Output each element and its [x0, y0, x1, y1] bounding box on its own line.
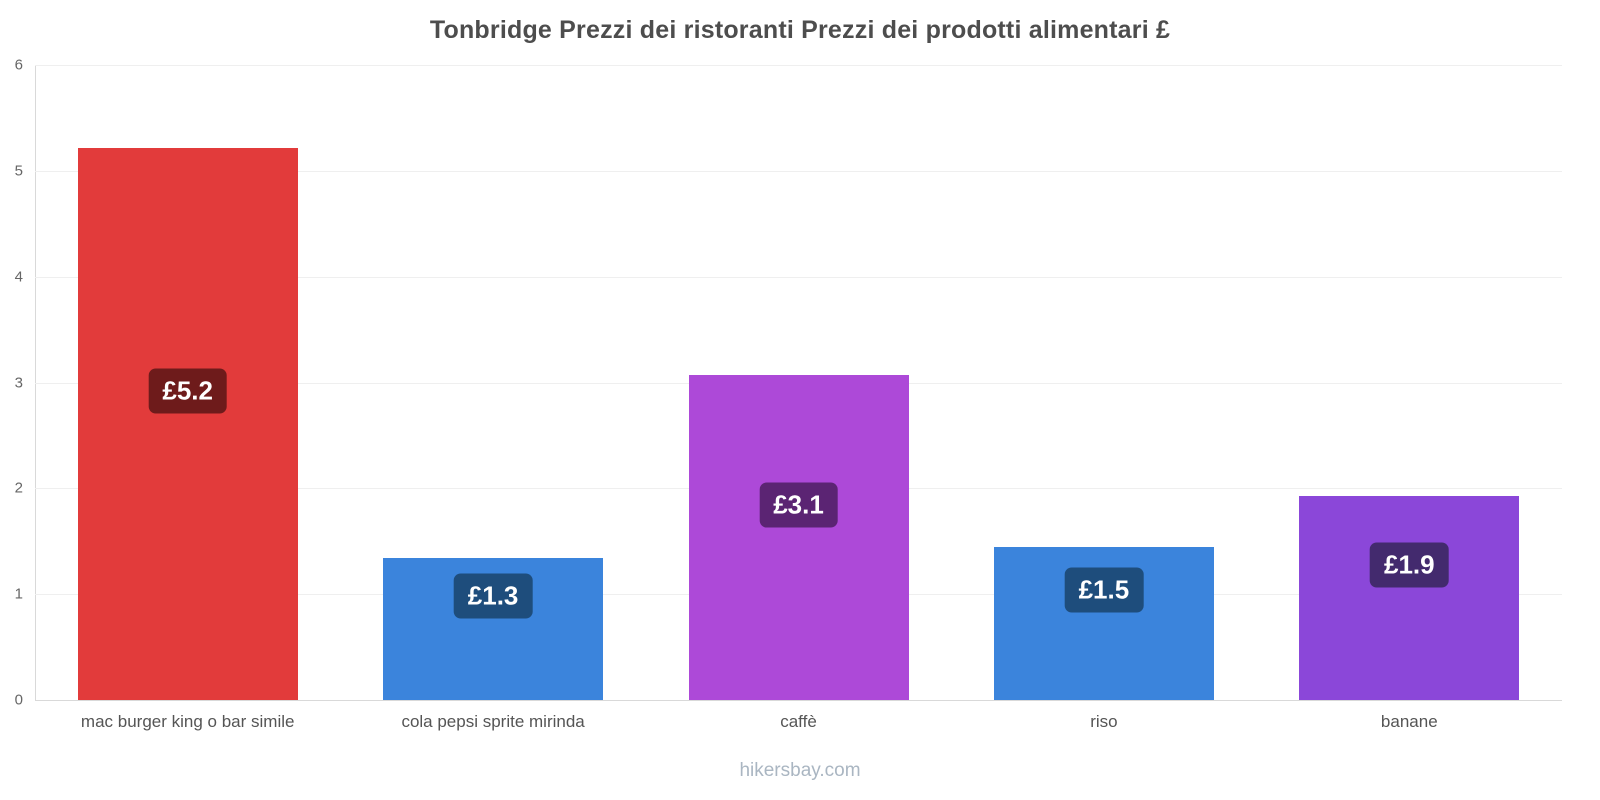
y-tick-label: 0	[14, 691, 23, 709]
bar-4: £1.5	[993, 546, 1214, 700]
bar-value-badge: £5.2	[148, 368, 227, 414]
y-tick-label: 3	[14, 374, 23, 391]
gridline	[35, 276, 1562, 278]
y-tick-label: 5	[14, 162, 23, 180]
bar-5: £1.9	[1299, 495, 1520, 700]
x-axis-label: banane	[1380, 712, 1438, 731]
gridline	[35, 170, 1562, 172]
footer-link[interactable]: hikersbay.com	[739, 760, 861, 781]
y-tick-label: 2	[14, 479, 23, 497]
bar-value-badge: £1.3	[453, 573, 533, 619]
x-axis-label: riso	[1090, 712, 1118, 731]
y-tick-label: 6	[14, 56, 23, 74]
x-axis-label: cola pepsi sprite mirinda	[401, 712, 585, 731]
bar-value-badge: £3.1	[759, 482, 838, 528]
chart-title: Tonbridge Prezzi dei ristoranti Prezzi d…	[429, 16, 1171, 44]
bar-1: £5.2	[77, 147, 298, 700]
y-tick-label: 1	[14, 585, 23, 603]
bar-value-badge: £1.9	[1369, 542, 1449, 588]
x-axis-label: caffè	[780, 712, 817, 731]
gridline	[35, 700, 1562, 701]
plot-area: 0 1 2 3 4 5 6 £5.2 £1.3 £3.1 £1.5 £1.9	[15, 57, 1562, 709]
bar-value-badge: £1.5	[1064, 567, 1144, 613]
gridline	[35, 65, 1562, 66]
bar-3: £3.1	[688, 375, 909, 700]
bar-2: £1.3	[383, 558, 604, 700]
x-axis-label: mac burger king o bar simile	[80, 712, 295, 731]
y-tick-label: 4	[14, 268, 23, 286]
